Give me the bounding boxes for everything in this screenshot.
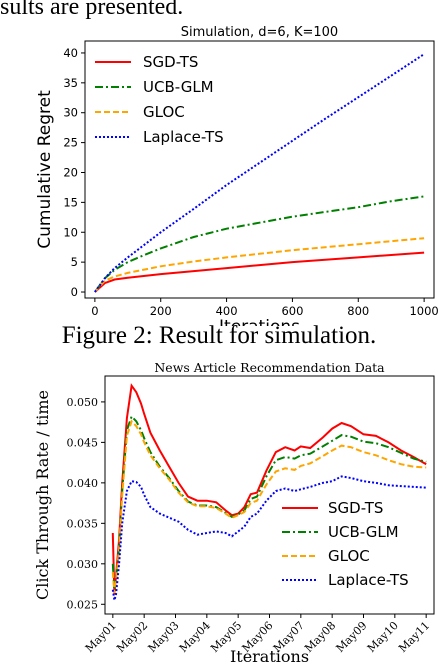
- y-tick-label: 15: [63, 195, 78, 209]
- plot-frame: [104, 375, 435, 615]
- legend-label: GLOC: [328, 547, 370, 565]
- legend-label: Laplace-TS: [328, 571, 409, 589]
- x-axis-label: Iterations: [230, 647, 309, 666]
- series-line-sgd-ts: [94, 251, 425, 293]
- legend-label: SGD-TS: [328, 499, 383, 517]
- y-axis-label: Click Through Rate / time: [33, 390, 52, 600]
- series-line-ucb-glm: [94, 195, 425, 293]
- x-tick-label: May04: [177, 619, 213, 655]
- y-tick-label: 0.045: [67, 436, 99, 449]
- y-tick-label: 10: [63, 225, 78, 239]
- chart-title: Simulation, d=6, K=100: [181, 25, 338, 40]
- figure-caption: Figure 2: Result for simulation.: [61, 322, 377, 349]
- x-tick-label: May02: [114, 619, 150, 655]
- y-tick-label: 30: [63, 106, 78, 120]
- legend-label: Laplace-TS: [143, 128, 224, 146]
- y-tick-label: 40: [63, 46, 78, 60]
- y-tick-label: 0.030: [67, 558, 99, 571]
- x-tick-label: May09: [334, 619, 370, 655]
- x-tick-label: 1000: [409, 304, 438, 318]
- legend-label: UCB-GLM: [143, 78, 214, 96]
- legend-label: GLOC: [143, 103, 185, 121]
- x-tick-label: 200: [150, 304, 172, 318]
- y-tick-label: 5: [71, 255, 78, 269]
- x-tick-label: May11: [396, 619, 432, 655]
- y-tick-label: 25: [63, 136, 78, 150]
- chart-title: News Article Recommendation Data: [154, 360, 385, 375]
- news-article-chart: News Article Recommendation DataMay01May…: [33, 360, 435, 666]
- y-tick-label: 0.050: [67, 396, 99, 409]
- y-tick-label: 0.025: [67, 598, 99, 611]
- y-tick-label: 35: [63, 76, 78, 90]
- x-tick-label: May01: [83, 619, 119, 655]
- x-tick-label: 400: [216, 304, 238, 318]
- y-axis-label: Cumulative Regret: [35, 90, 55, 249]
- legend-label: SGD-TS: [143, 53, 198, 71]
- series-line-laplace-ts: [94, 53, 425, 293]
- body-text-fragment: sults are presented.: [0, 0, 184, 20]
- y-tick-label: 0.040: [67, 477, 99, 490]
- y-tick-label: 0.035: [67, 517, 99, 530]
- x-tick-label: May10: [365, 619, 401, 655]
- plot-frame: [84, 40, 435, 299]
- y-tick-label: 0: [71, 285, 78, 299]
- series-line-gloc: [111, 419, 427, 594]
- simulation-chart: Simulation, d=6, K=100 0 200 400 600 800 1000 0…: [35, 25, 438, 326]
- x-axis-label: Iterations: [219, 317, 300, 326]
- x-tick-label: May03: [146, 619, 182, 655]
- x-tick-label: 800: [347, 304, 369, 318]
- series-line-laplace-ts: [111, 475, 427, 601]
- legend-label: UCB-GLM: [328, 523, 399, 541]
- y-tick-label: 20: [63, 165, 78, 179]
- x-tick-label: 600: [281, 304, 303, 318]
- series-line-sgd-ts: [111, 383, 427, 595]
- x-tick-label: 0: [91, 304, 98, 318]
- series-line-gloc: [94, 237, 425, 293]
